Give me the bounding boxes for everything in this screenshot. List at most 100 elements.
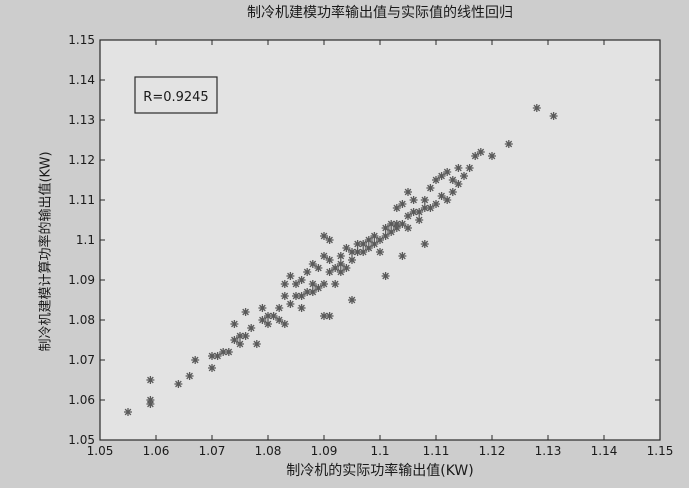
data-point [292,292,300,300]
data-point [146,376,155,384]
data-point [275,304,284,312]
x-tick-label: 1.15 [647,444,674,458]
data-point [236,340,244,348]
y-tick-label: 1.05 [68,433,95,447]
data-point [258,316,267,324]
y-tick-label: 1.13 [68,113,95,127]
data-point [443,196,452,204]
data-point [476,148,485,156]
data-point [409,196,418,204]
data-point [264,312,272,320]
data-point [381,232,390,240]
data-point [342,244,351,252]
data-point [325,236,334,244]
chart-title: 制冷机建模功率输出值与实际值的线性回归 [247,5,513,21]
data-point [398,252,407,260]
axis-tick-labels: 1.05 1.06 1.07 1.08 1.09 1.1 1.11 1.12 1.13 1.14 1… [68,33,673,458]
data-point [331,264,340,272]
data-point [420,196,429,204]
data-point [308,260,317,268]
data-point [320,312,328,320]
data-point [308,280,317,288]
x-tick-label: 1.05 [87,444,114,458]
y-axis-label: 制冷机建模计算功率的输出值(KW) [38,151,54,352]
x-tick-label: 1.13 [535,444,562,458]
data-point [454,164,463,172]
data-point [219,348,228,356]
data-point [353,240,362,248]
data-point [359,240,368,248]
data-point [426,184,435,192]
data-point [230,320,239,328]
data-point [404,224,412,232]
data-point [325,268,334,276]
x-tick-label: 1.06 [143,444,170,458]
data-point [264,320,272,328]
y-tick-label: 1.07 [68,353,95,367]
x-tick-label: 1.08 [255,444,282,458]
data-point [392,204,401,212]
data-point [437,172,446,180]
y-tick-label: 1.1 [76,233,95,247]
data-point [432,200,440,208]
data-point [308,288,317,296]
y-tick-label: 1.12 [68,153,95,167]
data-point [392,220,401,228]
data-point [241,308,250,316]
data-point [465,164,474,172]
data-point [213,352,222,360]
data-point [398,200,407,208]
data-point [342,264,351,272]
correlation-annotation: R=0.9245 [134,76,218,114]
data-point [191,356,200,364]
data-point [252,340,261,348]
data-point [297,304,306,312]
data-point [320,280,328,288]
data-point [415,208,424,216]
data-point [387,228,396,236]
y-tick-label: 1.15 [68,33,95,47]
data-point [549,112,558,120]
data-point [336,260,345,268]
data-point [320,252,328,260]
data-point [208,364,216,372]
data-point [286,300,295,308]
data-point [247,324,256,332]
annotation-text: R=0.9245 [143,90,208,105]
data-point [348,248,356,256]
data-point [387,220,396,228]
axis-ticks [99,39,661,441]
data-point [280,280,289,288]
data-point [303,268,312,276]
y-tick-label: 1.14 [68,73,95,87]
y-tick-label: 1.08 [68,313,95,327]
data-point [297,292,306,300]
data-point [364,236,373,244]
y-tick-label: 1.09 [68,273,95,287]
data-point [376,236,384,244]
data-point [370,240,379,248]
x-tick-label: 1.1 [370,444,389,458]
data-point [437,192,446,200]
data-point [258,304,267,312]
data-point [336,252,345,260]
data-point [124,408,132,416]
data-point [415,216,424,224]
data-point [146,400,155,408]
data-point [348,296,356,304]
data-point [325,312,334,320]
data-point [532,104,541,112]
data-point [420,240,429,248]
data-point [426,204,435,212]
data-point [370,232,379,240]
data-point [336,268,345,276]
annotation-box [134,76,218,114]
data-point [353,248,362,256]
data-point [286,272,295,280]
data-point [331,280,340,288]
data-point [409,208,418,216]
data-point [348,256,356,264]
data-point [292,280,300,288]
